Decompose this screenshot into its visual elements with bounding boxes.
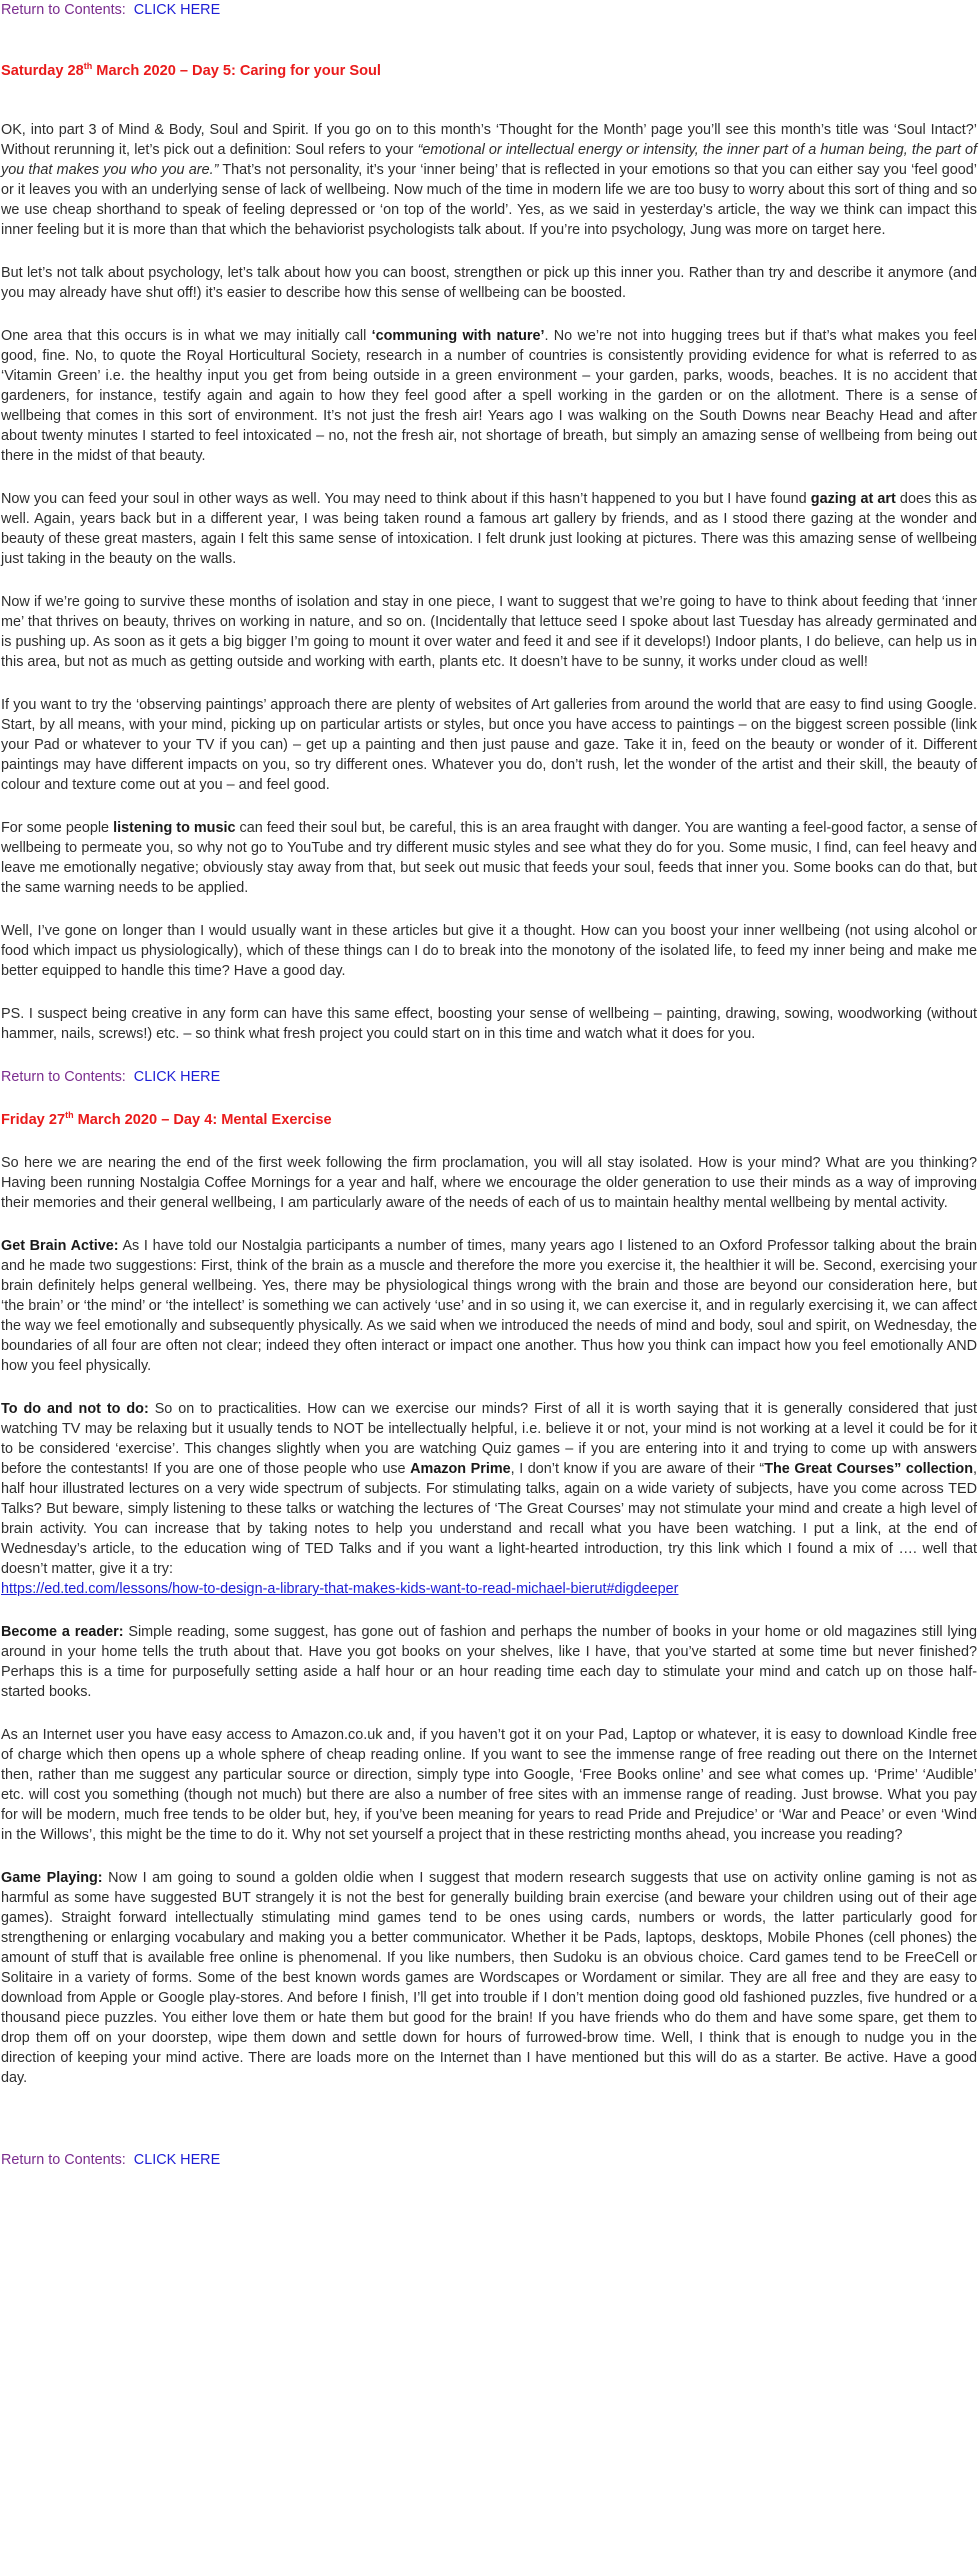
day4-paragraph-3: To do and not to do: So on to practicali…	[1, 1401, 977, 1597]
click-here-link[interactable]: CLICK HERE	[133, 2, 221, 18]
day5-paragraph-5: Now if we’re going to survive these mont…	[1, 594, 977, 670]
return-to-contents-bottom: Return to Contents: CLICK HERE	[1, 2150, 977, 2170]
day5-paragraph-1: OK, into part 3 of Mind & Body, Soul and…	[1, 122, 977, 238]
day5-paragraph-6: If you want to try the ‘observing painti…	[1, 697, 977, 793]
click-here-link[interactable]: CLICK HERE	[133, 2152, 221, 2168]
day5-paragraph-7: For some people listening to music can f…	[1, 820, 977, 896]
return-label: Return to Contents:	[1, 2152, 126, 2168]
day5-paragraph-4: Now you can feed your soul in other ways…	[1, 491, 977, 567]
day5-heading: Saturday 28th March 2020 – Day 5: Caring…	[1, 61, 381, 79]
return-label: Return to Contents:	[1, 2, 126, 18]
day5-paragraph-3: One area that this occurs is in what we …	[1, 328, 977, 464]
day5-paragraph-8: Well, I’ve gone on longer than I would u…	[1, 923, 977, 979]
day4-paragraph-6: Game Playing: Now I am going to sound a …	[1, 1870, 978, 2086]
day4-paragraph-2: Get Brain Active: As I have told our Nos…	[1, 1238, 977, 1374]
day5-paragraph-9: PS. I suspect being creative in any form…	[1, 1006, 977, 1042]
return-to-contents-top: Return to Contents: CLICK HERE	[1, 0, 977, 20]
article-page: Return to Contents: CLICK HERE Saturday …	[1, 0, 978, 2170]
return-label: Return to Contents:	[1, 1069, 126, 1085]
day4-paragraph-4: Become a reader: Simple reading, some su…	[1, 1624, 977, 1700]
day4-paragraph-5: As an Internet user you have easy access…	[1, 1727, 977, 1843]
ted-lesson-link[interactable]: https://ed.ted.com/lessons/how-to-design…	[1, 1581, 679, 1597]
day4-heading: Friday 27th March 2020 – Day 4: Mental E…	[1, 1110, 332, 1128]
click-here-link[interactable]: CLICK HERE	[133, 1069, 221, 1085]
day5-paragraph-2: But let’s not talk about psychology, let…	[1, 265, 977, 301]
day4-paragraph-1: So here we are nearing the end of the fi…	[1, 1155, 977, 1211]
return-to-contents-middle: Return to Contents: CLICK HERE	[1, 1067, 977, 1087]
